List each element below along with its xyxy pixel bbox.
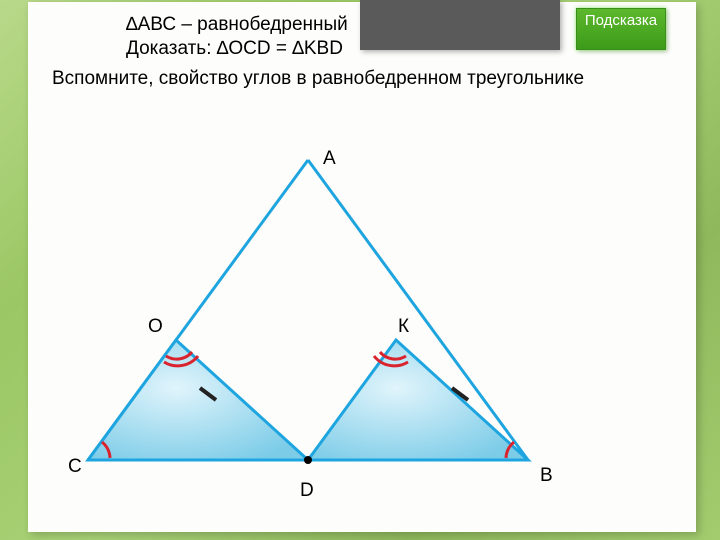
dark-tab — [360, 0, 560, 50]
recall-line: Вспомните, свойство углов в равнобедренн… — [52, 68, 584, 90]
label-c: С — [68, 456, 82, 478]
label-a: А — [323, 148, 336, 170]
triangle-kbd — [308, 340, 528, 460]
label-o: О — [148, 316, 163, 338]
label-k: К — [398, 316, 409, 338]
geometry-diagram — [28, 130, 628, 530]
hint-button[interactable]: Подсказка — [576, 8, 666, 50]
given-line-2: Доказать: ∆ОСD = ∆KBD — [126, 38, 343, 60]
label-d: D — [300, 480, 314, 502]
label-b: В — [540, 465, 553, 487]
point-d — [304, 456, 312, 464]
given-line-1: ∆АВС – равнобедренный — [126, 14, 348, 36]
